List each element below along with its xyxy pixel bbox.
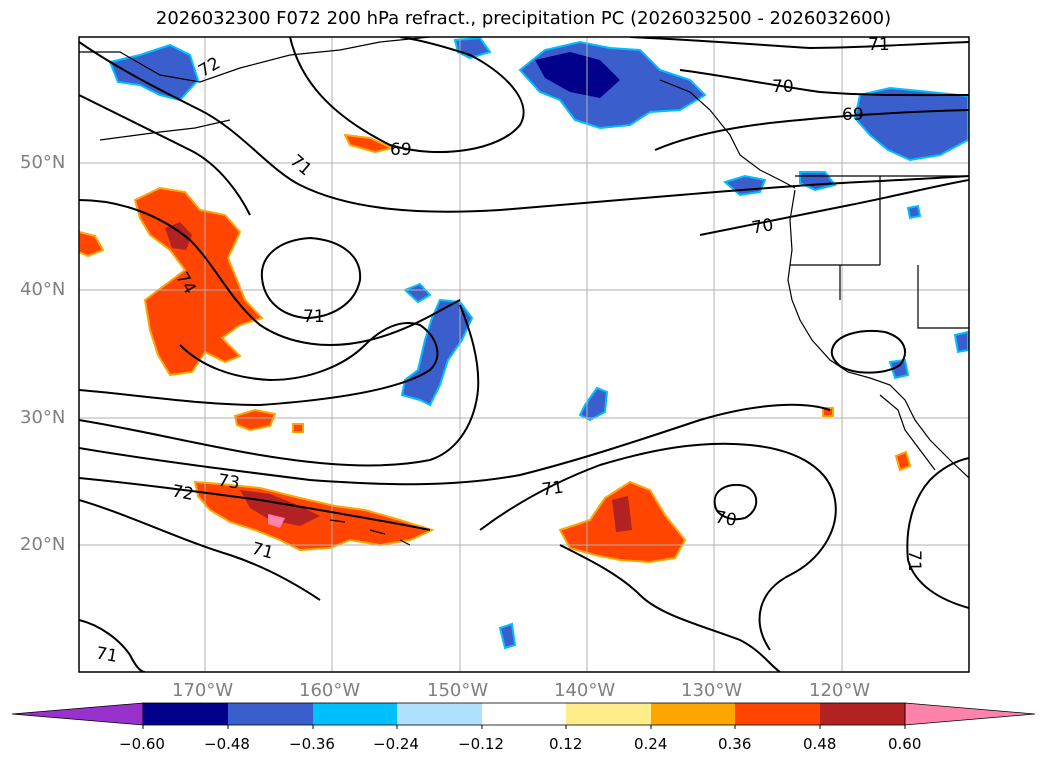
precip-area-neg-east-edge <box>953 330 969 354</box>
refractivity-contours <box>79 37 969 672</box>
contour-label: 72 <box>170 481 195 504</box>
gridlines <box>79 37 969 672</box>
colorbar-segment <box>820 703 905 725</box>
lon-label-160w: 160°W <box>299 680 361 701</box>
precip-area-coast-small <box>894 450 912 472</box>
contour-label: 70 <box>713 507 738 530</box>
precip-core-west <box>165 222 192 250</box>
lon-label-170w: 170°W <box>172 680 234 701</box>
precip-area-west-central <box>133 186 264 377</box>
colorbar-tick-label: −0.48 <box>204 735 250 753</box>
contour-69-north <box>289 37 525 154</box>
contour-label: 71 <box>94 643 119 666</box>
contour-71-top <box>629 37 969 50</box>
precip-area-30n <box>233 408 277 432</box>
colorbar-segment <box>735 703 820 725</box>
colorbar-tick-label: −0.36 <box>289 735 335 753</box>
contour-label: 71 <box>541 477 565 500</box>
colorbar-tick-label: 0.12 <box>549 735 583 753</box>
contour-72-northwest <box>79 94 251 216</box>
precip-area-neg-east-upper <box>906 204 922 220</box>
precip-area-neg-south-small <box>498 622 517 650</box>
colorbar-tick-label: −0.24 <box>373 735 419 753</box>
coastline-baja <box>879 394 936 471</box>
contour-70-mid <box>699 179 969 236</box>
contour-label: 71 <box>303 307 325 327</box>
colorbar-extend-left <box>11 702 144 726</box>
colorbar <box>11 702 1036 729</box>
contour-71-east <box>906 457 969 609</box>
colorbar-segment <box>397 703 482 725</box>
contour-70-north <box>679 69 969 97</box>
precip-core-north-pacific <box>535 52 620 98</box>
colorbar-segment <box>651 703 735 725</box>
contour-label: 71 <box>868 35 890 55</box>
contour-label: 71 <box>904 550 924 572</box>
colorbar-extend-right <box>904 702 1036 726</box>
colorbar-tick-label: 0.60 <box>888 735 922 753</box>
precip-area-north-small <box>343 133 396 154</box>
contour-69-northeast <box>654 109 969 151</box>
contour-73-loop <box>79 321 439 407</box>
colorbar-segment <box>143 703 228 725</box>
contour-label: 69 <box>842 105 864 125</box>
coastline-hawaii <box>329 519 411 546</box>
lat-label-50n: 50°N <box>20 152 66 173</box>
contour-70-closed <box>713 484 758 521</box>
colorbar-tick-label: 0.48 <box>803 735 837 753</box>
map-frame <box>78 36 970 673</box>
contour-71-subtropic <box>479 442 837 651</box>
precip-core-southeast <box>612 496 632 532</box>
contour-label: 69 <box>390 140 412 160</box>
contour-73-south <box>79 477 431 531</box>
contour-71-mid <box>79 304 480 467</box>
contour-71-south <box>79 499 321 601</box>
contour-label: 70 <box>772 77 794 97</box>
map-area <box>79 37 969 672</box>
precip-area-neg-center-small <box>403 282 432 304</box>
contour-72-south <box>79 403 831 486</box>
lon-label-150w: 150°W <box>427 680 489 701</box>
precip-area-neg-northeast <box>853 86 969 162</box>
colorbar-segment <box>228 703 313 725</box>
precip-area-coast-tiny <box>822 407 834 417</box>
lon-label-140w: 140°W <box>554 680 616 701</box>
map-title: 2026032300 F072 200 hPa refract., precip… <box>155 8 892 29</box>
precip-positive-areas <box>79 133 912 564</box>
colorbar-segment <box>566 703 651 725</box>
colorbar-tick-label: 0.24 <box>634 735 668 753</box>
lon-label-130w: 130°W <box>681 680 743 701</box>
contour-closed-southeast <box>559 544 781 672</box>
colorbar-tick-label: −0.12 <box>458 735 504 753</box>
precip-max-band <box>268 514 285 528</box>
precip-area-dot-1 <box>292 423 304 433</box>
lat-label-30n: 30°N <box>20 407 66 428</box>
colorbar-tick-label: −0.60 <box>119 735 165 753</box>
lat-label-20n: 20°N <box>20 534 66 555</box>
contour-label: 70 <box>750 215 775 238</box>
precip-area-west-edge <box>79 230 105 258</box>
contour-closed-desert <box>830 329 906 374</box>
contour-71-north <box>79 41 969 213</box>
colorbar-segment <box>482 703 566 725</box>
coastline-aleutians <box>99 119 231 141</box>
precip-area-neg-desert <box>888 358 910 380</box>
contour-closed-40n <box>260 236 362 320</box>
coastline-alaska <box>79 37 431 83</box>
contour-74-loop <box>79 199 461 346</box>
border-states <box>790 176 969 329</box>
contour-71-sw <box>79 619 146 672</box>
coastline-bc <box>659 79 796 189</box>
colorbar-segment <box>313 703 397 725</box>
contour-label: 73 <box>217 471 241 494</box>
colorbar-tick-label: 0.36 <box>718 735 752 753</box>
lon-label-120w: 120°W <box>809 680 871 701</box>
lat-label-40n: 40°N <box>20 279 66 300</box>
